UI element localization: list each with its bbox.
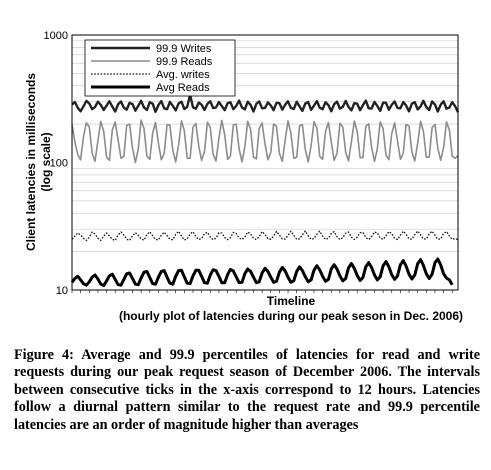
- latency-chart: 10 100 1000 Client latencies in millisecon…: [24, 30, 463, 323]
- y-tick-label: 100: [50, 158, 68, 170]
- legend-label: Avg Reads: [156, 82, 210, 94]
- x-axis-label-line2: (hourly plot of latencies during our pea…: [119, 309, 463, 323]
- y-tick-label: 10: [56, 285, 68, 297]
- x-axis-label-line1: Timeline: [267, 294, 316, 308]
- series-line-dotted: [71, 230, 459, 242]
- y-axis-tick-labels: 10 100 1000: [44, 30, 68, 297]
- legend-label: 99.9 Writes: [156, 43, 212, 55]
- series-layer: [70, 93, 460, 288]
- series-line-gray-solid: [71, 119, 459, 164]
- figure-caption: Figure 4: Average and 99.9 percentiles o…: [14, 347, 480, 433]
- legend-label: 99.9 Reads: [156, 56, 213, 68]
- series-line-dark-solid: [71, 93, 460, 114]
- y-tick-label: 1000: [44, 30, 68, 42]
- series-line-black-thick: [70, 257, 454, 288]
- legend-label: Avg. writes: [156, 69, 210, 81]
- y-axis-label-line2: (log scale): [39, 132, 53, 191]
- plot-frame: [71, 34, 459, 291]
- y-axis-label-line1: Client latencies in milliseconds: [24, 73, 38, 251]
